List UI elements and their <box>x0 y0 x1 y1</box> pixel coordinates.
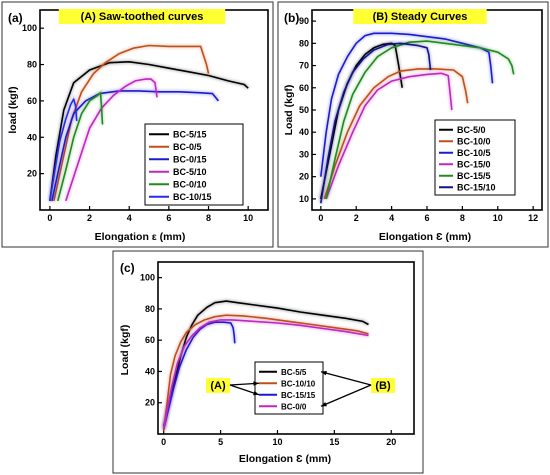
y-tick-label: 20 <box>145 398 155 408</box>
series-line-bc-10-15 <box>49 98 78 202</box>
x-tick-label: 4 <box>127 213 132 223</box>
annotation-label: (A) <box>210 380 226 392</box>
title-highlight <box>58 9 226 24</box>
series-line-bc-15-0 <box>325 72 453 200</box>
x-axis-title: Elongation Ɛ (mm) <box>379 231 471 243</box>
series-line-bc-0-10 <box>57 91 104 202</box>
arrow-head <box>253 381 259 386</box>
legend-entry: BC-5/15 <box>173 129 207 139</box>
y-tick-label: 70 <box>299 61 309 71</box>
x-tick-label: 15 <box>329 437 339 447</box>
series-line-bc-0-0 <box>162 319 369 430</box>
panel-a: 0 2 4 6 8 10 20 40 60 80 100 Elongation ε (mm) load … <box>1 1 274 248</box>
legend-entry: BC-10/0 <box>457 136 491 146</box>
legend-entry: BC-15/5 <box>457 171 491 181</box>
y-tick-label: 10 <box>299 194 309 204</box>
annotation-label: (B) <box>375 380 391 392</box>
x-tick-label: 6 <box>166 213 171 223</box>
y-tick-label: 40 <box>27 132 37 142</box>
y-tick-label: 100 <box>22 23 37 33</box>
legend-entry: BC-15/10 <box>457 182 496 192</box>
legend-entry: BC-0/5 <box>173 142 202 152</box>
annotation-arrow <box>320 384 372 407</box>
series-line-bc-5-10 <box>65 78 158 202</box>
x-tick-label: 2 <box>354 213 359 223</box>
y-tick-label: 80 <box>299 38 309 48</box>
chart-title: (B) Steady Curves <box>373 11 468 23</box>
x-tick-label: 0 <box>161 437 166 447</box>
legend-entry: BC-5/0 <box>457 125 486 135</box>
y-tick-label: 40 <box>145 366 155 376</box>
y-axis-title: Load (kgf) <box>119 325 131 376</box>
legend-box <box>144 123 244 206</box>
x-tick-label: 8 <box>460 213 465 223</box>
y-tick-label: 60 <box>27 96 37 106</box>
legend-entry: BC-0/0 <box>281 402 307 411</box>
x-tick-label: 8 <box>206 213 211 223</box>
y-tick-label: 90 <box>299 16 309 26</box>
x-tick-label: 10 <box>272 437 282 447</box>
y-tick-label: 80 <box>145 304 155 314</box>
chart-title: (A) Saw-toothed curves <box>81 11 204 23</box>
arrow-head <box>253 390 259 396</box>
y-axis-title: load (kgf) <box>7 86 19 133</box>
legend-entry: BC-10/15 <box>173 192 212 202</box>
legend-entry: BC-5/10 <box>173 167 207 177</box>
x-tick-label: 12 <box>528 213 538 223</box>
y-tick-label: 60 <box>145 335 155 345</box>
x-tick-label: 10 <box>493 213 503 223</box>
legend-entry: BC-5/5 <box>281 368 307 377</box>
y-tick-label: 80 <box>27 60 37 70</box>
panel-label: (a) <box>8 11 23 25</box>
annotation-highlight <box>206 378 230 393</box>
x-tick-label: 5 <box>218 437 223 447</box>
legend-entry: BC-0/10 <box>173 179 207 189</box>
legend-box <box>434 119 516 196</box>
series-line-bc-5-15 <box>49 61 249 202</box>
series-line-bc-10-0 <box>323 68 469 200</box>
y-tick-label: 60 <box>299 83 309 93</box>
title-highlight <box>353 9 487 24</box>
panel-label: (c) <box>120 261 135 275</box>
x-axis-title: Elongation Ɛ (mm) <box>239 453 331 465</box>
x-tick-label: 20 <box>386 437 396 447</box>
annotation-arrow <box>320 371 372 386</box>
panel-label: (b) <box>284 11 299 25</box>
legend-entry: BC-0/15 <box>173 154 207 164</box>
series-line-bc-15-5 <box>325 40 515 200</box>
x-tick-label: 0 <box>318 213 323 223</box>
y-tick-label: 20 <box>299 172 309 182</box>
legend-entry: BC-10/10 <box>281 379 316 388</box>
y-tick-label: 40 <box>299 127 309 137</box>
y-tick-label: 50 <box>299 105 309 115</box>
legend-entry: BC-15/0 <box>457 159 491 169</box>
x-axis-title: Elongation ε (mm) <box>95 231 186 243</box>
panel-c: 0 5 10 15 20 20 40 60 80 100 Elongation Ɛ (mm) Load… <box>112 250 424 474</box>
series-line-bc-10-10 <box>162 314 369 431</box>
y-axis-title: Load (kgf) <box>283 85 295 136</box>
x-tick-label: 0 <box>47 213 52 223</box>
series-line-bc-15-10 <box>320 42 432 204</box>
arrow-head <box>321 401 327 407</box>
y-tick-label: 30 <box>299 149 309 159</box>
legend-entry: BC-10/5 <box>457 148 491 158</box>
y-tick-label: 20 <box>27 169 37 179</box>
x-tick-label: 4 <box>389 213 394 223</box>
legend-entry: BC-15/15 <box>281 391 316 400</box>
arrow-head <box>321 370 327 376</box>
x-tick-label: 10 <box>243 213 253 223</box>
annotation-highlight <box>371 378 395 393</box>
y-tick-label: 100 <box>140 273 155 283</box>
x-tick-label: 6 <box>424 213 429 223</box>
x-tick-label: 2 <box>87 213 92 223</box>
panel-b: 0 2 4 6 8 10 12 10 20 30 40 50 60 70 80 90 Elongation Ɛ … <box>277 1 549 248</box>
plot-area <box>157 261 415 435</box>
